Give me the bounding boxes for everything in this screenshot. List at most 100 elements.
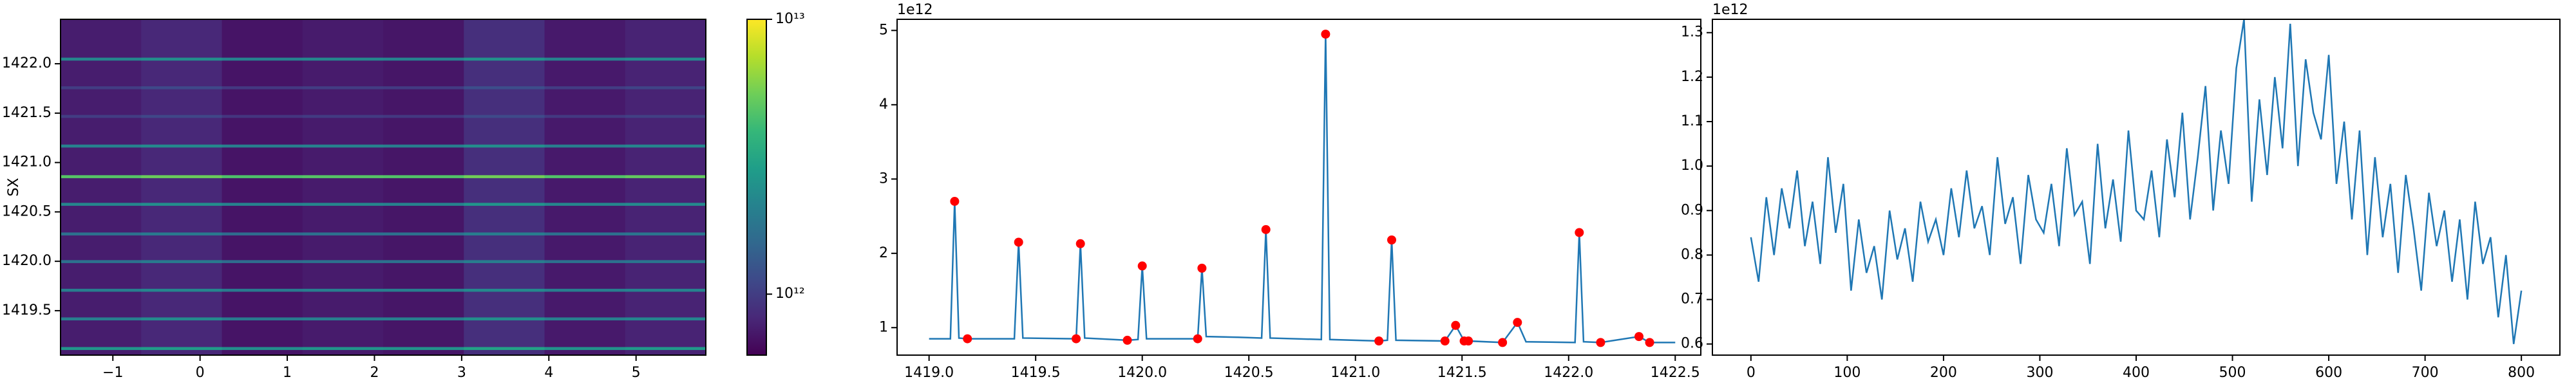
- heatmap-cell: [464, 57, 545, 61]
- heatmap-cell: [222, 202, 303, 206]
- heatmap-cell: [222, 89, 303, 115]
- heatmap-cell: [141, 178, 222, 203]
- heatmap-cell: [464, 144, 545, 148]
- peak-marker: [1197, 263, 1207, 273]
- x-tick-label: 1419.5: [1011, 365, 1061, 381]
- heatmap-cell: [141, 288, 222, 292]
- heatmap-cell: [302, 349, 384, 355]
- heatmap-cell: [61, 320, 142, 347]
- heatmap-cell: [141, 235, 222, 261]
- heatmap-cell: [61, 89, 142, 115]
- heatmap-cell: [544, 262, 626, 289]
- heatmap-cell: [302, 89, 384, 115]
- heatmap-cell: [302, 144, 384, 148]
- x-tick-label: 2: [370, 365, 379, 381]
- heatmap-cell: [464, 202, 545, 206]
- x-tick-label: 1422.0: [1544, 365, 1593, 381]
- heatmap-cell: [544, 89, 626, 115]
- heatmap-cell: [625, 19, 706, 58]
- heatmap-cell: [222, 117, 303, 145]
- heatmap-cell: [141, 349, 222, 355]
- heatmap-cell: [383, 291, 464, 318]
- peak-marker: [1575, 228, 1584, 237]
- axes-frame: [1712, 19, 2561, 356]
- heatmap-cell: [302, 86, 384, 89]
- line: [1750, 19, 2523, 344]
- x-tick-label: 800: [2508, 365, 2535, 381]
- heatmap-cell: [625, 60, 706, 87]
- heatmap-cell: [464, 235, 545, 261]
- peak-marker: [1513, 318, 1522, 327]
- x-tick-label: 700: [2412, 365, 2439, 381]
- y-tick-label: 1.3: [1681, 24, 1703, 41]
- heatmap-cell: [302, 115, 384, 118]
- heatmap-cell: [61, 291, 142, 318]
- heatmap-cell: [61, 346, 142, 351]
- heatmap-cell: [222, 259, 303, 263]
- heatmap-cell: [383, 174, 464, 178]
- heatmap-cell: [222, 346, 303, 351]
- y-tick-label: 1420.0: [2, 253, 52, 269]
- peak-marker: [1645, 338, 1654, 347]
- heatmap-cell: [383, 259, 464, 263]
- heatmap-cell: [141, 147, 222, 176]
- colorbar-tick-label: 10¹³: [775, 11, 805, 27]
- heatmap-cell: [61, 349, 142, 355]
- axes-frame: [60, 19, 706, 356]
- heatmap-cell: [61, 317, 142, 320]
- heatmap-cell: [625, 117, 706, 145]
- heatmap-cell: [383, 89, 464, 115]
- heatmap-cell: [141, 320, 222, 347]
- heatmap-cell: [141, 259, 222, 263]
- y-tick-label: 1422.0: [2, 55, 52, 71]
- heatmap-cell: [222, 262, 303, 289]
- x-tick-label: 4: [544, 365, 553, 381]
- heatmap-cell: [141, 117, 222, 145]
- peak-marker: [1387, 235, 1396, 244]
- heatmap-cell: [61, 205, 142, 233]
- heatmap-cell: [61, 57, 142, 61]
- x-tick-label: 1: [283, 365, 292, 381]
- heatmap-cell: [464, 19, 545, 58]
- line: [929, 34, 1676, 344]
- y-tick-label: 0.8: [1681, 246, 1703, 262]
- heatmap-cell: [141, 86, 222, 89]
- peak-marker: [1440, 336, 1450, 346]
- heatmap-cell: [625, 86, 706, 89]
- heatmap-cell: [302, 291, 384, 318]
- heatmap-cell: [383, 19, 464, 58]
- peak-marker: [1321, 30, 1331, 39]
- heatmap-cell: [141, 202, 222, 206]
- heatmap-cell: [544, 291, 626, 318]
- heatmap-cell: [464, 205, 545, 233]
- heatmap-cell: [464, 178, 545, 203]
- peak-marker: [963, 334, 972, 344]
- x-tick-label: 400: [2123, 365, 2150, 381]
- heatmap-cell: [383, 317, 464, 320]
- peak-marker: [1193, 334, 1202, 344]
- heatmap-cell: [222, 19, 303, 58]
- heatmap-cell: [544, 202, 626, 206]
- heatmap-cell: [383, 235, 464, 261]
- heatmap-cell: [383, 60, 464, 87]
- panel: 10¹² 10¹³ SX −1 0 1 2 3 4 5 1419.5 1420.0 1420.5 1421…: [2, 11, 805, 381]
- heatmap-cell: [61, 235, 142, 261]
- heatmap-cell: [625, 259, 706, 263]
- heatmap-cell: [464, 60, 545, 87]
- heatmap-cell: [302, 57, 384, 61]
- y-tick-label: 1420.5: [2, 203, 52, 219]
- heatmap-cell: [625, 235, 706, 261]
- peak-marker: [1374, 336, 1384, 346]
- colorbar-tick-label: 10¹²: [775, 286, 805, 302]
- heatmap-cell: [464, 174, 545, 178]
- heatmap-cell: [61, 178, 142, 203]
- y-tick-label: 1.1: [1681, 113, 1703, 129]
- heatmap-cell: [222, 349, 303, 355]
- heatmap-cell: [141, 144, 222, 148]
- heatmap-cell: [61, 144, 142, 148]
- x-tick-label: 1420.5: [1224, 365, 1274, 381]
- heatmap-cell: [141, 115, 222, 118]
- heatmap-cell: [464, 86, 545, 89]
- heatmap-cell: [625, 178, 706, 203]
